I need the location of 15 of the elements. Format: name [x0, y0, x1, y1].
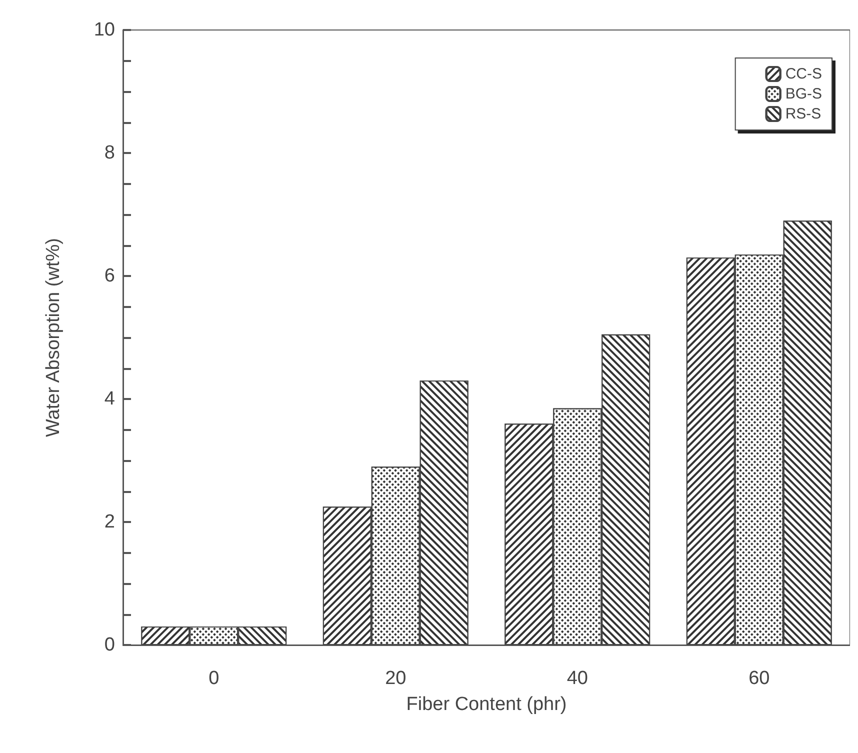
- y-tick-label: 0: [104, 634, 115, 656]
- y-tick-label: 6: [104, 266, 115, 286]
- x-tick-label: 40: [566, 668, 588, 689]
- legend-label: BG-S: [785, 86, 822, 102]
- y-tick-label: 2: [104, 512, 115, 532]
- legend-label: RS-S: [785, 106, 822, 122]
- x-tick-label: 60: [748, 668, 770, 689]
- y-tick-label: 4: [104, 388, 116, 410]
- x-tick-label: 20: [385, 668, 406, 689]
- y-tick-label: 10: [94, 20, 115, 40]
- legend-label: CC-S: [785, 66, 822, 82]
- y-tick-label: 8: [104, 142, 115, 164]
- y-axis-title: Water Absorption (wt%): [43, 238, 64, 437]
- x-tick-label: 0: [208, 668, 220, 689]
- x-axis-title: Fiber Content (phr): [406, 694, 567, 715]
